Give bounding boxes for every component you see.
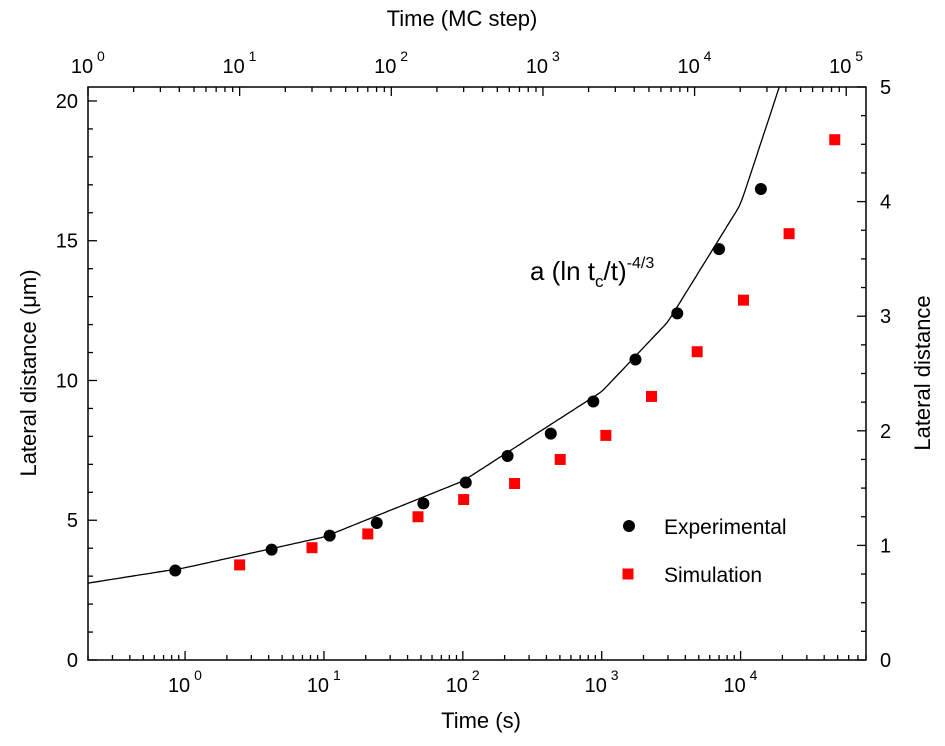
fit-curve-layer [87,86,780,584]
simulation-point [646,390,658,402]
y-tick-label: 20 [56,91,78,113]
simulation-point [234,559,246,571]
formula-superscript: -4/3 [627,255,655,272]
top-tick-label: 10 [71,56,93,78]
y2-tick-label: 3 [880,306,891,328]
x-tick-label: 10 [168,675,190,697]
x-tick-label: 10 [723,675,745,697]
simulation-point [412,511,424,523]
y2-tick-label: 1 [880,535,891,557]
experimental-point [501,449,514,462]
experimental-point [754,183,767,196]
top-tick-label: 10 [829,56,851,78]
experimental-point [671,307,684,320]
experimental-point [417,497,430,510]
x-tick-exponent: 2 [472,667,480,683]
x-tick-exponent: 3 [611,667,619,683]
simulation-point [306,542,318,554]
y-tick-label: 0 [67,650,78,672]
data-marks-layer [169,134,841,577]
x-tick-label: 10 [307,675,329,697]
experimental-point [265,543,278,556]
top-tick-exponent: 2 [400,48,408,64]
experimental-point [370,517,383,530]
y2-tick-label: 5 [880,77,891,99]
simulation-point [737,294,749,306]
x-tick-label: 10 [446,675,468,697]
experimental-point [544,427,557,440]
x-tick-exponent: 0 [194,667,202,683]
formula-subscript: c [595,272,604,291]
simulation-point [362,528,374,540]
top-axis-label: Time (MC step) [387,6,538,31]
simulation-point [509,478,521,490]
legend-marker-simulation [622,568,634,580]
top-tick-exponent: 5 [855,48,863,64]
y2-tick-label: 2 [880,421,891,443]
x-tick-label: 10 [585,675,607,697]
y-tick-label: 10 [56,370,78,392]
simulation-point [783,228,795,240]
top-tick-label: 10 [374,56,396,78]
simulation-point [691,346,703,358]
top-tick-exponent: 3 [552,48,560,64]
fit-curve [87,86,780,584]
legend-label-experimental: Experimental [664,516,787,539]
x-axis-label: Time (s) [441,708,521,733]
right-axis-label: Lateral distance [910,295,935,450]
y-tick-label: 15 [56,231,78,253]
experimental-point [323,529,336,542]
experimental-point [713,243,726,256]
simulation-point [458,494,470,506]
top-tick-exponent: 1 [249,48,257,64]
y-axis-label: Lateral distance (μm) [16,269,41,476]
x-tick-exponent: 1 [333,667,341,683]
legend-label-simulation: Simulation [664,564,762,587]
y2-tick-label: 4 [880,192,891,214]
ticks-layer: 10 0 10 1 10 2 10 3 10 410 0 10 1 10 2 10 3 10 4 10 50510152… [56,48,891,697]
legend-marker-experimental [623,520,635,532]
experimental-point [459,476,472,489]
fit-formula-annotation: a (ln tc/t)-4/3 [530,255,654,291]
experimental-point [587,395,600,408]
simulation-point [600,429,612,441]
experimental-point [629,353,642,366]
x-tick-exponent: 4 [750,667,758,683]
simulation-point [554,453,566,465]
top-tick-exponent: 0 [97,48,105,64]
top-tick-label: 10 [223,56,245,78]
formula-middle: /t) [604,256,627,286]
top-tick-exponent: 4 [704,48,712,64]
experimental-point [169,564,182,577]
formula-prefix: a (ln t [530,256,596,286]
legend: Experimental Simulation [622,516,787,587]
y2-tick-label: 0 [880,650,891,672]
top-tick-label: 10 [677,56,699,78]
simulation-point [829,134,841,146]
top-tick-label: 10 [526,56,548,78]
y-tick-label: 5 [67,510,78,532]
